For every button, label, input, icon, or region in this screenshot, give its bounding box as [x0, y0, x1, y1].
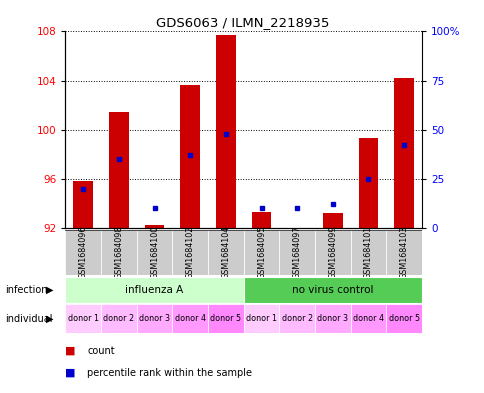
FancyBboxPatch shape: [385, 304, 421, 333]
Text: count: count: [87, 346, 115, 356]
Text: GSM1684102: GSM1684102: [185, 226, 195, 279]
FancyBboxPatch shape: [243, 230, 279, 275]
FancyBboxPatch shape: [314, 304, 350, 333]
Bar: [109, 112, 128, 228]
Text: influenza A: influenza A: [125, 285, 183, 295]
Bar: [358, 138, 378, 228]
FancyBboxPatch shape: [65, 277, 243, 303]
Text: ▶: ▶: [46, 314, 53, 323]
FancyBboxPatch shape: [208, 304, 243, 333]
Text: GSM1684103: GSM1684103: [399, 226, 408, 279]
FancyBboxPatch shape: [350, 230, 385, 275]
Text: GSM1684101: GSM1684101: [363, 226, 372, 279]
Text: GSM1684099: GSM1684099: [328, 226, 337, 279]
Bar: [145, 226, 164, 228]
Bar: [180, 86, 199, 228]
Text: donor 1: donor 1: [245, 314, 276, 323]
Bar: [251, 212, 271, 228]
Text: donor 2: donor 2: [281, 314, 312, 323]
FancyBboxPatch shape: [243, 304, 279, 333]
FancyBboxPatch shape: [65, 304, 101, 333]
Text: donor 1: donor 1: [68, 314, 99, 323]
FancyBboxPatch shape: [279, 230, 314, 275]
FancyBboxPatch shape: [136, 304, 172, 333]
Text: no virus control: no virus control: [291, 285, 373, 295]
FancyBboxPatch shape: [65, 230, 101, 275]
FancyBboxPatch shape: [314, 230, 350, 275]
FancyBboxPatch shape: [101, 230, 136, 275]
Text: GDS6063 / ILMN_2218935: GDS6063 / ILMN_2218935: [155, 16, 329, 29]
Text: GSM1684097: GSM1684097: [292, 226, 301, 279]
Text: infection: infection: [5, 285, 47, 295]
FancyBboxPatch shape: [172, 304, 208, 333]
Text: ▶: ▶: [46, 285, 53, 295]
FancyBboxPatch shape: [136, 230, 172, 275]
Text: donor 3: donor 3: [317, 314, 348, 323]
FancyBboxPatch shape: [208, 230, 243, 275]
Text: percentile rank within the sample: percentile rank within the sample: [87, 367, 252, 378]
Text: donor 4: donor 4: [352, 314, 383, 323]
Text: GSM1684104: GSM1684104: [221, 226, 230, 279]
Text: donor 4: donor 4: [174, 314, 205, 323]
Text: ■: ■: [65, 346, 76, 356]
Text: GSM1684095: GSM1684095: [257, 226, 266, 279]
Text: donor 5: donor 5: [388, 314, 419, 323]
FancyBboxPatch shape: [243, 277, 421, 303]
Text: individual: individual: [5, 314, 52, 323]
Bar: [216, 35, 235, 228]
Text: GSM1684098: GSM1684098: [114, 226, 123, 279]
Bar: [393, 78, 413, 228]
Text: GSM1684096: GSM1684096: [78, 226, 88, 279]
FancyBboxPatch shape: [172, 230, 208, 275]
Text: GSM1684100: GSM1684100: [150, 226, 159, 279]
Bar: [322, 213, 342, 228]
Bar: [74, 181, 93, 228]
Text: donor 3: donor 3: [139, 314, 170, 323]
FancyBboxPatch shape: [101, 304, 136, 333]
Text: donor 5: donor 5: [210, 314, 241, 323]
Text: donor 2: donor 2: [103, 314, 134, 323]
FancyBboxPatch shape: [385, 230, 421, 275]
FancyBboxPatch shape: [279, 304, 314, 333]
Text: ■: ■: [65, 367, 76, 378]
FancyBboxPatch shape: [350, 304, 385, 333]
